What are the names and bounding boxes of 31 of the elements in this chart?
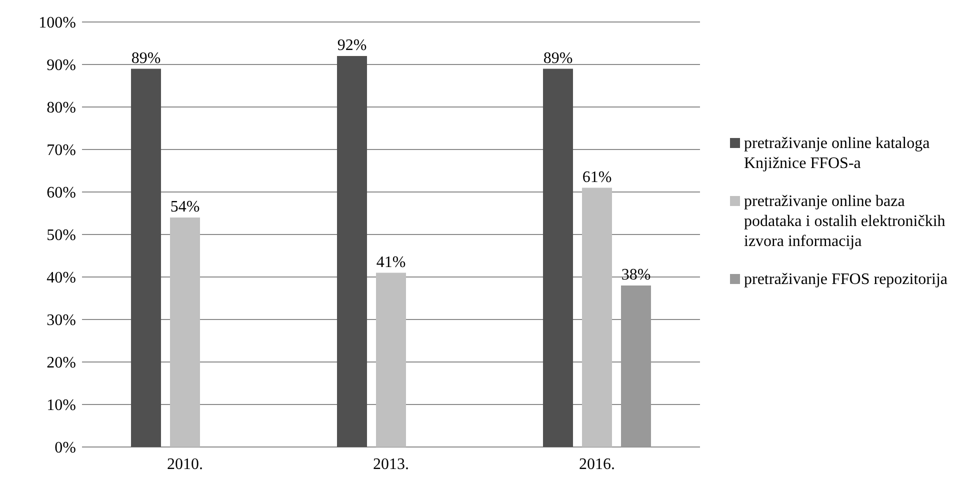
- y-tick-label: 40%: [46, 270, 76, 287]
- data-label: 92%: [337, 37, 367, 54]
- data-label: 61%: [582, 168, 612, 186]
- y-tick-label: 60%: [46, 184, 76, 202]
- data-label: 38%: [621, 266, 651, 284]
- y-tick-label: 50%: [46, 227, 76, 244]
- y-tick-label: 70%: [46, 142, 76, 160]
- x-tick-label: 2010.: [167, 456, 203, 473]
- bar: [337, 56, 367, 447]
- x-tick-label: 2013.: [373, 456, 409, 473]
- bar: [131, 68, 161, 447]
- y-tick-label: 0%: [54, 440, 76, 457]
- y-tick-label: 100%: [38, 14, 76, 32]
- bar: [376, 272, 406, 447]
- y-tick-label: 20%: [46, 354, 76, 372]
- data-label: 54%: [170, 198, 200, 216]
- data-label: 89%: [543, 50, 573, 67]
- legend-label: pretraživanje FFOS repozitorija: [744, 271, 948, 288]
- y-tick-label: 90%: [46, 57, 76, 74]
- bar: [170, 218, 200, 447]
- bar: [582, 188, 612, 447]
- bar: [621, 286, 651, 447]
- data-label: 89%: [131, 50, 161, 67]
- y-tick-label: 10%: [46, 397, 76, 414]
- x-tick-label: 2016.: [579, 456, 615, 473]
- legend-label: pretraživanje online kataloga Knjižnice FFOS-a: [744, 135, 930, 172]
- y-tick-label: 30%: [46, 312, 76, 330]
- bar: [543, 68, 573, 447]
- y-tick-label: 80%: [46, 100, 76, 117]
- data-label: 41%: [376, 254, 406, 271]
- legend-label: pretraživanje online baza podataka i ostalih elektroničkih izvora informacija: [744, 193, 946, 250]
